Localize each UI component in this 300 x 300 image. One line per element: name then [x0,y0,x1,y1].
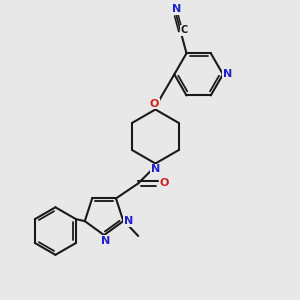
Text: C: C [181,25,188,35]
Text: N: N [101,236,110,246]
Text: N: N [124,216,134,226]
Text: N: N [223,69,232,79]
Text: N: N [151,164,160,175]
Text: N: N [172,4,181,14]
Text: O: O [149,98,159,109]
Text: O: O [160,178,169,188]
